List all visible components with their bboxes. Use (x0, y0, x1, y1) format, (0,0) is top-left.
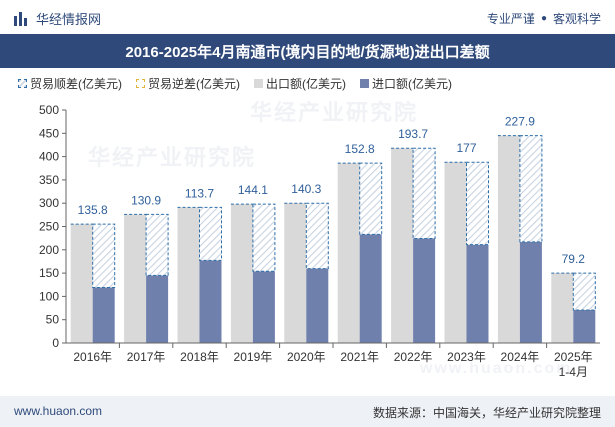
legend-swatch-import (360, 79, 369, 88)
bar-surplus (466, 161, 489, 246)
x-tick-label: 2025年 (554, 350, 593, 364)
data-label-surplus: 193.7 (398, 127, 428, 141)
legend-label-export: 出口额(亿美元) (266, 77, 346, 91)
bar-export (230, 204, 253, 343)
data-label-surplus: 227.9 (505, 115, 535, 129)
watermark-text-2: 华经产业研究院 (88, 145, 257, 170)
data-label-surplus: 140.3 (291, 182, 321, 196)
y-tick-label: 150 (39, 266, 59, 280)
y-tick-label: 400 (39, 150, 59, 164)
bar-export (497, 135, 520, 343)
y-tick-label: 350 (39, 173, 59, 187)
watermark-left: 华经产业研究院 (88, 140, 256, 172)
tagline-first: 专业严谨 (486, 12, 535, 26)
footer-source: 数据来源：中国海关，华经产业研究院整理 (372, 406, 601, 420)
bar-import (92, 287, 115, 343)
bar-export (391, 148, 414, 343)
y-axis: 0 50 100 150 200 250 300 350 400 450 500 (39, 103, 67, 350)
tagline-separator: ● (540, 13, 547, 24)
x-axis: 2016年 2017年 2018年 2019年 2020年 2021年 2022年 2023年… (66, 342, 600, 379)
bar-import (466, 244, 489, 343)
brand-logo-icon (14, 11, 27, 26)
x-tick-label: 2022年 (394, 350, 433, 364)
bar-import (359, 234, 382, 343)
data-label-surplus: 177 (456, 141, 476, 155)
data-label-surplus: 79.2 (562, 252, 586, 266)
y-tick-label: 200 (39, 243, 59, 257)
chart-canvas: 0 50 100 150 200 250 300 350 400 450 500 135.8 130.… (39, 103, 600, 379)
bar-export (551, 273, 574, 343)
bar-export (284, 203, 307, 343)
chart-title: 2016-2025年4月南通市(境内目的地/货源地)进出口差额 (125, 43, 490, 61)
tagline-second: 客观科学 (552, 12, 601, 26)
bar-surplus (359, 162, 383, 235)
bars: 135.8 130.9 113.7 144.1 140.3 152.8 193.7 177 22… (70, 115, 596, 343)
x-tick-label: 1-4月 (559, 365, 588, 379)
y-tick-label: 50 (46, 313, 60, 327)
x-tick-label: 2016年 (73, 350, 112, 364)
x-tick-label: 2019年 (234, 350, 273, 364)
bar-import (146, 275, 169, 343)
legend-swatch-deficit (136, 79, 145, 88)
y-tick-label: 500 (39, 103, 59, 117)
watermark-text: 华经产业研究院 (250, 100, 419, 125)
bar-surplus (305, 202, 329, 270)
legend-item-export: 出口额(亿美元) (254, 75, 346, 92)
y-tick-label: 250 (39, 220, 59, 234)
data-label-surplus: 135.8 (78, 203, 108, 217)
bar-export (70, 224, 93, 343)
watermark-url: www.huaon.com (420, 360, 573, 377)
x-tick-label: 2024年 (501, 350, 540, 364)
x-tick-label: 2018年 (180, 350, 219, 364)
y-tick-label: 450 (39, 126, 59, 140)
bar-export (444, 162, 467, 343)
brand-name: 华经情报网 (36, 12, 102, 27)
data-label-surplus: 144.1 (238, 183, 268, 197)
bar-import (573, 310, 596, 343)
y-tick-label: 300 (39, 196, 59, 210)
bar-surplus (412, 147, 436, 239)
top-bar: 华经情报网 专业严谨 ● 客观科学 (0, 0, 615, 34)
legend-label-import: 进口额(亿美元) (372, 77, 452, 91)
data-label-surplus: 130.9 (131, 193, 161, 207)
x-tick-label: 2020年 (287, 350, 326, 364)
footer: www.huaon.com 数据来源：中国海关，华经产业研究院整理 (0, 396, 615, 427)
legend-swatch-export (254, 79, 263, 88)
bar-import (413, 238, 436, 343)
x-tick-label: 2023年 (447, 350, 486, 364)
legend-item-import: 进口额(亿美元) (360, 75, 452, 92)
data-label-surplus: 152.8 (345, 142, 375, 156)
bar-import (252, 271, 275, 343)
bar-import (306, 268, 329, 343)
bar-surplus (92, 223, 116, 288)
legend-item-surplus: 贸易顺差(亿美元) (18, 75, 122, 92)
bar-import (199, 260, 222, 343)
legend-label-deficit: 贸易逆差(亿美元) (148, 77, 240, 91)
legend-swatch-surplus (18, 79, 27, 88)
watermark-bottom: www.huaon.com (420, 360, 573, 378)
data-label-surplus: 113.7 (185, 186, 214, 200)
watermark-top: 华经产业研究院 (250, 95, 418, 127)
legend: 贸易顺差(亿美元) 贸易逆差(亿美元) 出口额(亿美元) 进口额(亿美元) (18, 75, 452, 92)
bar-export (124, 214, 147, 343)
brand: 华经情报网 (14, 9, 101, 28)
legend-label-surplus: 贸易顺差(亿美元) (30, 77, 122, 91)
bar-import (519, 241, 542, 343)
bar-surplus (252, 203, 276, 272)
bar-export (177, 207, 200, 343)
bar-export (337, 163, 360, 343)
bar-surplus (145, 213, 169, 276)
bar-surplus (572, 272, 596, 311)
legend-item-deficit: 贸易逆差(亿美元) (136, 75, 240, 92)
y-tick-label: 0 (52, 336, 59, 350)
x-tick-label: 2017年 (127, 350, 166, 364)
bar-surplus (199, 206, 222, 261)
bar-surplus (519, 135, 543, 243)
x-tick-label: 2021年 (340, 350, 379, 364)
title-bar: 2016-2025年4月南通市(境内目的地/货源地)进出口差额 (0, 34, 615, 68)
footer-website: www.huaon.com (14, 404, 103, 418)
y-tick-label: 100 (39, 289, 59, 303)
tagline: 专业严谨 ● 客观科学 (487, 10, 601, 27)
